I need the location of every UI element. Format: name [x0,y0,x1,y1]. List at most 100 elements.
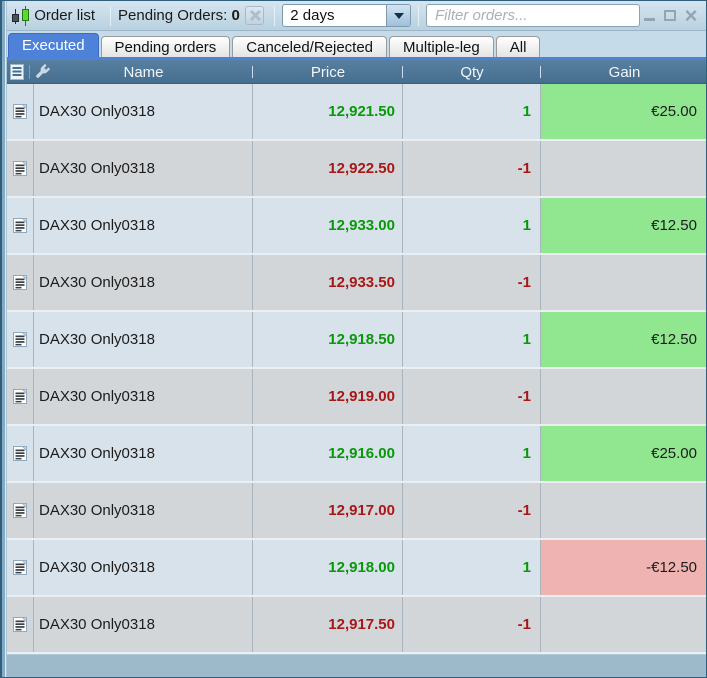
minimize-icon [643,18,655,21]
order-price: 12,918.50 [253,312,403,367]
period-dropdown[interactable]: 2 days [282,4,411,27]
order-name: DAX30 Only0318 [34,312,253,367]
order-price: 12,917.50 [253,597,403,652]
order-qty: -1 [403,483,541,538]
close-x-icon [249,10,260,21]
order-gain [541,369,706,424]
tab-bar: Executed Pending orders Canceled/Rejecte… [7,31,706,57]
order-doc-icon [12,332,27,347]
status-bar [7,654,706,677]
order-gain: €12.50 [541,198,706,253]
order-name: DAX30 Only0318 [34,141,253,196]
header-separator [252,66,253,78]
order-name: DAX30 Only0318 [34,198,253,253]
order-name: DAX30 Only0318 [34,84,253,139]
order-name: DAX30 Only0318 [34,540,253,595]
column-header-qty[interactable]: Qty [460,63,484,81]
order-name: DAX30 Only0318 [34,426,253,481]
column-header-name[interactable]: Name [123,63,164,81]
candlestick-chart-icon [10,5,30,26]
tab-underline [7,57,706,60]
header-separator [402,66,403,78]
order-qty: -1 [403,597,541,652]
order-gain: €25.00 [541,84,706,139]
order-doc-icon [12,104,27,119]
order-name: DAX30 Only0318 [34,483,253,538]
pending-orders-text: Pending Orders: [118,7,228,24]
order-qty: -1 [403,369,541,424]
order-qty: -1 [403,255,541,310]
order-doc-icon [12,560,27,575]
cancel-pending-orders-button[interactable] [244,6,265,25]
pending-orders-label: Pending Orders: 0 [118,7,240,24]
close-icon: × [684,2,698,28]
tab-multiple-leg[interactable]: Multiple-leg [389,36,494,57]
filter-orders-input[interactable] [426,4,640,27]
order-doc-icon [12,389,27,404]
header-icon-separator [29,65,30,79]
order-price: 12,916.00 [253,426,403,481]
order-doc-icon [12,617,27,632]
window-left-border [1,1,7,677]
window-title: Order list [34,7,96,24]
order-price: 12,933.50 [253,255,403,310]
order-doc-icon [12,446,27,461]
order-name: DAX30 Only0318 [34,369,253,424]
pending-orders-count: 0 [231,7,240,24]
order-row[interactable]: DAX30 Only0318 12,918.50 1 €12.50 [7,312,706,369]
order-qty: 1 [403,426,541,481]
order-row[interactable]: DAX30 Only0318 12,921.50 1 €25.00 [7,84,706,141]
order-gain: -€12.50 [541,540,706,595]
order-price: 12,919.00 [253,369,403,424]
order-table-body: DAX30 Only0318 12,921.50 1 €25.00 DAX30 … [7,84,706,654]
tab-canceled-rejected[interactable]: Canceled/Rejected [232,36,388,57]
column-header-gain[interactable]: Gain [608,63,641,81]
order-qty: -1 [403,141,541,196]
order-price: 12,921.50 [253,84,403,139]
order-row[interactable]: DAX30 Only0318 12,922.50 -1 [7,141,706,198]
chevron-down-icon [393,12,404,19]
close-button[interactable]: × [682,2,700,28]
toolbar-separator [418,5,419,26]
header-separator [540,66,541,78]
window-controls: × [640,2,702,28]
order-row[interactable]: DAX30 Only0318 12,916.00 1 €25.00 [7,426,706,483]
maximize-icon [664,10,676,21]
order-qty: 1 [403,540,541,595]
order-doc-icon [12,275,27,290]
order-row[interactable]: DAX30 Only0318 12,917.50 -1 [7,597,706,654]
order-row[interactable]: DAX30 Only0318 12,919.00 -1 [7,369,706,426]
order-gain [541,141,706,196]
order-price: 12,933.00 [253,198,403,253]
tab-executed[interactable]: Executed [8,33,99,57]
maximize-button[interactable] [661,7,679,25]
toolbar-separator [110,5,112,26]
order-row[interactable]: DAX30 Only0318 12,933.00 1 €12.50 [7,198,706,255]
order-doc-icon [12,218,27,233]
period-dropdown-value: 2 days [290,7,335,24]
tab-all[interactable]: All [495,36,541,57]
order-row[interactable]: DAX30 Only0318 12,933.50 -1 [7,255,706,312]
order-row[interactable]: DAX30 Only0318 12,917.00 -1 [7,483,706,540]
orders-doc-icon[interactable] [9,63,26,81]
order-gain: €12.50 [541,312,706,367]
order-gain [541,255,706,310]
title-toolbar: Order list Pending Orders: 0 2 days × [7,1,706,31]
order-gain [541,597,706,652]
minimize-button[interactable] [640,7,658,25]
tab-pending-orders[interactable]: Pending orders [100,36,231,57]
order-name: DAX30 Only0318 [34,255,253,310]
settings-wrench-icon[interactable] [33,63,51,81]
order-row[interactable]: DAX30 Only0318 12,918.00 1 -€12.50 [7,540,706,597]
order-doc-icon [12,161,27,176]
toolbar-separator [274,5,276,26]
column-header-price[interactable]: Price [310,63,346,81]
order-gain: €25.00 [541,426,706,481]
order-doc-icon [12,503,27,518]
order-qty: 1 [403,198,541,253]
order-price: 12,918.00 [253,540,403,595]
order-qty: 1 [403,84,541,139]
dropdown-arrow-button[interactable] [386,5,410,26]
order-price: 12,922.50 [253,141,403,196]
